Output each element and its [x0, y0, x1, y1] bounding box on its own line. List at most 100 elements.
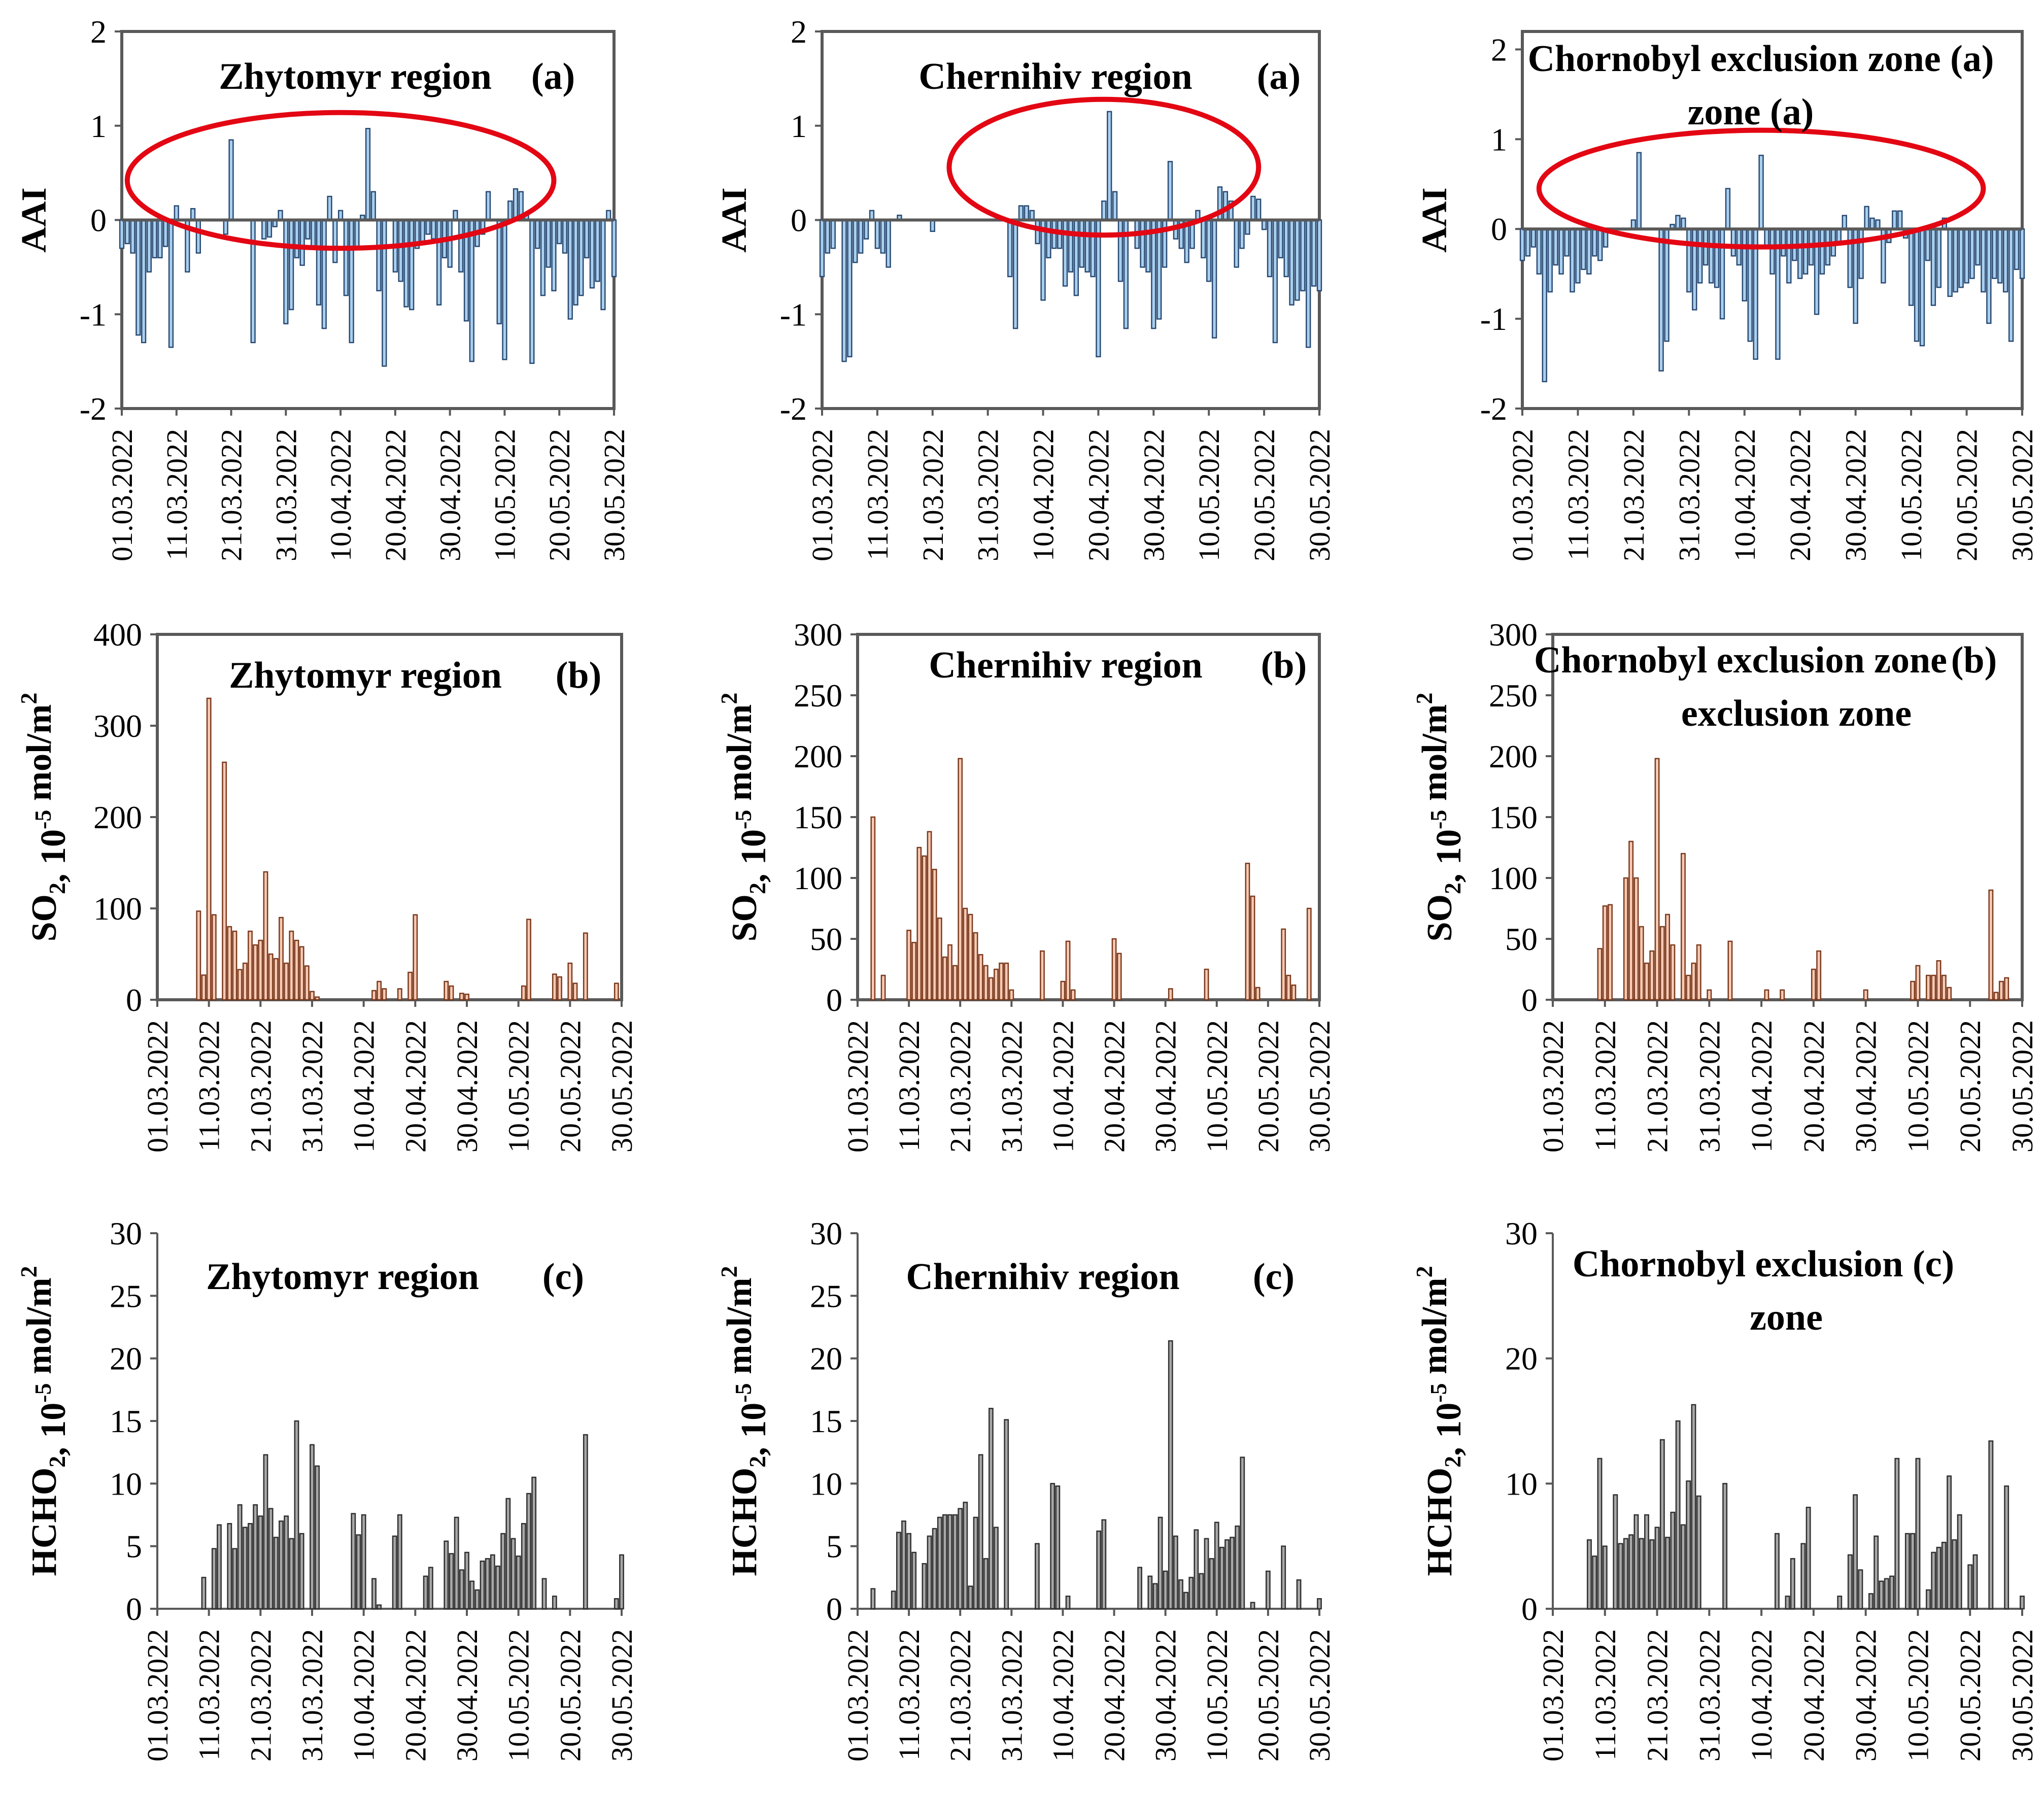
bar — [1993, 992, 1999, 1001]
y-tick-label: 300 — [1489, 617, 1538, 653]
x-tick-label: 31.03.2022 — [296, 1629, 329, 1762]
y-tick-label: 0 — [1521, 982, 1538, 1018]
bar — [1623, 1538, 1628, 1610]
x-tick-label: 10.04.2022 — [324, 429, 357, 561]
bar — [2019, 228, 2025, 279]
bar — [490, 1554, 495, 1610]
bar — [819, 219, 825, 278]
bar — [1096, 1530, 1102, 1610]
chart-aai-zhytomyr: -2 -1 0 1 2 01.03.2022 11.03.2022 21.03.2022 31.… — [15, 14, 631, 561]
bar — [1919, 228, 1925, 347]
bar — [289, 930, 294, 1001]
bar — [444, 1540, 449, 1610]
y-tick-label: 250 — [1489, 678, 1538, 714]
bar — [449, 985, 454, 1001]
bar — [258, 1515, 263, 1610]
bar — [124, 219, 130, 245]
x-tick-label: 10.04.2022 — [1046, 1020, 1079, 1153]
x-tick-label: 20.05.2022 — [1252, 1020, 1285, 1153]
bar — [1664, 228, 1670, 342]
bar — [1864, 206, 1869, 230]
bar — [1858, 228, 1864, 279]
bar — [1670, 1511, 1676, 1610]
bar — [1639, 926, 1644, 1001]
bar — [513, 188, 519, 221]
bar — [1586, 228, 1592, 275]
bar — [1805, 1506, 1811, 1610]
bar — [354, 219, 360, 249]
bar — [600, 219, 606, 311]
bar — [1785, 1596, 1790, 1610]
x-tick-label: 20.04.2022 — [1098, 1020, 1131, 1153]
bar — [947, 944, 952, 1001]
bar — [1519, 228, 1525, 261]
bar — [526, 1493, 531, 1610]
panel-label: (c) — [542, 1256, 584, 1298]
bar — [1930, 228, 1936, 306]
bar — [1167, 161, 1173, 221]
y-tick-label: 0 — [791, 202, 807, 239]
bar — [1250, 1602, 1255, 1610]
bar — [1958, 228, 1964, 288]
y-axis-label-part: mol/m — [720, 1277, 759, 1383]
y-tick-label: 30 — [810, 1215, 842, 1251]
bar — [263, 1454, 268, 1610]
x-tick-label: 20.04.2022 — [399, 1020, 432, 1153]
bar — [190, 208, 196, 221]
x-tick-label: 30.04.2022 — [1839, 429, 1872, 561]
bar — [1941, 1542, 1947, 1610]
bar — [253, 944, 258, 1001]
bar — [1633, 1514, 1639, 1610]
x-tick-label: 10.04.2022 — [1046, 1629, 1079, 1762]
bar — [485, 191, 491, 221]
bar — [1988, 1440, 1994, 1610]
bar — [516, 1555, 521, 1610]
bar — [146, 219, 152, 273]
x-tick-label: 30.05.2022 — [1303, 1020, 1336, 1153]
y-tick-label: -2 — [780, 391, 807, 427]
y-tick-label: 200 — [794, 738, 842, 774]
bar — [1986, 228, 1992, 324]
bar — [1012, 219, 1018, 329]
bar — [1157, 1516, 1163, 1610]
x-tick-label: 20.05.2022 — [1252, 1629, 1285, 1762]
y-tick-label: 200 — [1489, 738, 1538, 774]
y-tick-label: 0 — [1491, 211, 1507, 247]
bar — [279, 1520, 284, 1610]
bar — [1137, 1567, 1143, 1610]
bar — [973, 1516, 978, 1610]
bar — [983, 965, 989, 1001]
bar — [1300, 219, 1306, 292]
plot-frame — [1551, 633, 2024, 1001]
y-axis-label-part: mol/m — [20, 704, 59, 810]
bar — [1586, 1539, 1592, 1610]
bar — [896, 1532, 901, 1610]
bar — [1774, 1533, 1780, 1610]
x-tick-label: 10.05.2022 — [502, 1629, 535, 1762]
x-tick-label: 31.03.2022 — [269, 429, 302, 561]
y-axis-label-part: , 10 — [1429, 1403, 1469, 1456]
bar — [1654, 1527, 1660, 1610]
chart-title: Zhytomyr region — [206, 1256, 479, 1298]
bar — [1910, 980, 1916, 1001]
bar — [927, 1535, 932, 1610]
bar — [1316, 219, 1322, 292]
bar — [1889, 1575, 1895, 1610]
bar — [315, 1465, 320, 1610]
bar — [572, 983, 578, 1001]
bar — [1686, 228, 1692, 293]
bar — [529, 219, 535, 364]
y-axis-label-part: 2 — [44, 883, 70, 894]
bar — [279, 917, 284, 1001]
bar — [825, 219, 831, 254]
bar — [289, 1538, 294, 1610]
y-tick-label: 50 — [810, 921, 842, 957]
panel-label: (b) — [556, 655, 601, 696]
bar — [1992, 228, 1997, 279]
bar — [201, 1577, 207, 1610]
bar — [1636, 152, 1642, 230]
bar — [370, 191, 376, 221]
y-tick-label: 1 — [791, 108, 807, 144]
bar — [1926, 974, 1931, 1001]
